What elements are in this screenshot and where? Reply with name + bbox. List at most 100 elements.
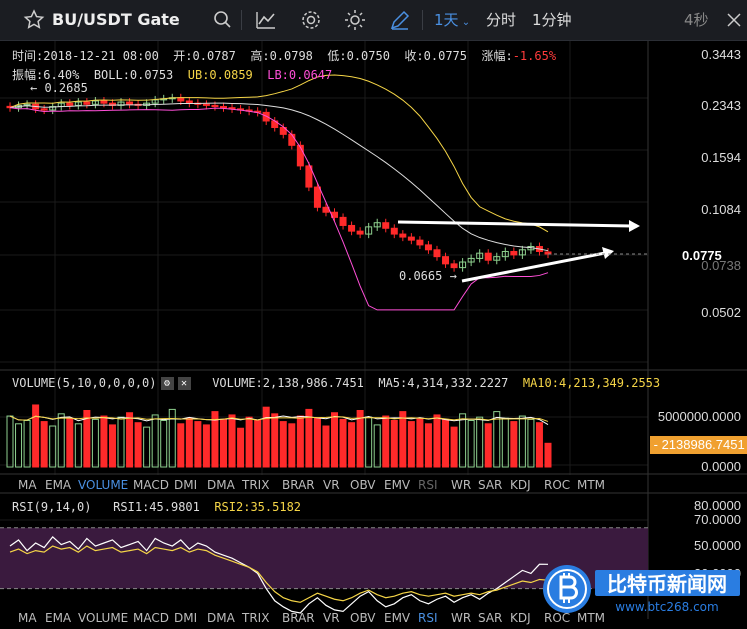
candle-body (373, 222, 381, 228)
close-icon[interactable]: ✕ (177, 377, 191, 390)
indicator-tab-ma[interactable]: MA (18, 611, 37, 625)
volume-bar (305, 408, 313, 468)
indicator-tab-dmi[interactable]: DMI (174, 611, 198, 625)
candle-body (126, 101, 134, 105)
settings-icon[interactable] (299, 8, 323, 32)
volume-bar (202, 424, 210, 468)
candle-body (185, 100, 193, 104)
indicator-tab-sar[interactable]: SAR (478, 611, 503, 625)
indicator-tab-rsi[interactable]: RSI (418, 478, 438, 492)
indicator-tab-trix[interactable]: TRIX (242, 478, 270, 492)
draw-pencil-icon[interactable] (388, 8, 412, 32)
volume-axis-label: 5000000.0000 (657, 409, 741, 424)
indicator-tab-kdj[interactable]: KDJ (510, 478, 531, 492)
volume-bar (476, 416, 484, 468)
volume-bar (467, 419, 475, 468)
candle-body (288, 133, 296, 146)
refresh-interval[interactable]: 4秒 (684, 11, 709, 29)
indicator-tab-sar[interactable]: SAR (478, 478, 503, 492)
star-icon[interactable] (22, 8, 46, 32)
indicator-tab-trix[interactable]: TRIX (242, 611, 270, 625)
indicator-tab-macd[interactable]: MACD (133, 478, 169, 492)
indicator-tab-wr[interactable]: WR (451, 478, 472, 492)
candle-body (459, 261, 467, 269)
candle-body (442, 256, 450, 265)
indicator-tab-brar[interactable]: BRAR (282, 478, 315, 492)
volume-current-tag: - 2138986.7451 (650, 436, 747, 454)
candle-body (365, 226, 373, 235)
indicator-tab-vr[interactable]: VR (323, 611, 340, 625)
volume-bar (313, 417, 321, 468)
candle-body (424, 244, 432, 251)
volume-bar (339, 418, 347, 468)
trend-arrow (461, 251, 606, 283)
volume-bar (126, 412, 134, 468)
candle-body (382, 222, 390, 229)
volume-bar (177, 423, 185, 468)
indicator-tab-obv[interactable]: OBV (350, 478, 376, 492)
indicator-tab-dma[interactable]: DMA (207, 478, 235, 492)
volume-bar (424, 423, 432, 468)
indicator-tab-dma[interactable]: DMA (207, 611, 235, 625)
volume-bar (262, 406, 270, 468)
indicator-tab-emv[interactable]: EMV (384, 478, 411, 492)
indicator-tab-kdj[interactable]: KDJ (510, 611, 531, 625)
indicator-tab-mtm[interactable]: MTM (577, 478, 606, 492)
svg-text:比特币新闻网: 比特币新闻网 (607, 572, 727, 596)
candle-body (467, 257, 475, 263)
gear-icon[interactable]: ⚙ (160, 377, 174, 390)
indicator-tab-brar[interactable]: BRAR (282, 611, 315, 625)
low-marker: 0.0665 → (399, 269, 457, 283)
candle-body (518, 249, 526, 256)
candle-body (83, 101, 91, 105)
search-icon[interactable] (211, 8, 235, 32)
indicator-tab-volume[interactable]: VOLUME (78, 611, 129, 625)
volume-bar (407, 421, 415, 468)
top-bar: BU/USDT Gate 1天 ⌄ 分时 1分钟 4秒 (0, 0, 747, 41)
volume-bar (365, 416, 373, 468)
volume-bar (484, 423, 492, 468)
indicator-tab-volume[interactable]: VOLUME (78, 478, 129, 492)
indicator-tab-rsi[interactable]: RSI (418, 611, 438, 625)
theme-icon[interactable] (343, 8, 367, 32)
volume-bar (322, 425, 330, 468)
volume-bar (501, 417, 509, 468)
volume-bar (6, 415, 14, 468)
indicator-tab-macd[interactable]: MACD (133, 611, 169, 625)
volume-bar (493, 411, 501, 468)
high-marker: ← 0.2685 (30, 81, 88, 95)
arrow-head (629, 220, 640, 232)
interval-1d[interactable]: 1天 ⌄ (434, 11, 471, 29)
close-icon[interactable] (722, 8, 746, 32)
indicator-tab-ma[interactable]: MA (18, 478, 37, 492)
volume-bar (535, 422, 543, 468)
indicator-tab-ema[interactable]: EMA (45, 478, 72, 492)
volume-bar (185, 417, 193, 468)
volume-bar (237, 427, 245, 468)
candle-body (91, 100, 99, 105)
indicator-tabs: MA EMA VOLUME MACD DMI DMA TRIX BRAR VR OBV EMV RSI… (0, 478, 640, 496)
indicator-tab-vr[interactable]: VR (323, 478, 340, 492)
volume-bar (74, 423, 82, 468)
candle-body (305, 165, 313, 188)
indicator-tab-obv[interactable]: OBV (350, 611, 376, 625)
volume-bar (527, 418, 535, 468)
indicator-tab-ema[interactable]: EMA (45, 611, 72, 625)
candle-body (313, 186, 321, 208)
volume-bar (160, 419, 168, 468)
candle-body (219, 106, 227, 109)
indicator-tab-roc[interactable]: ROC (544, 478, 571, 492)
interval-timeline[interactable]: 分时 (486, 11, 517, 29)
volume-bar (279, 421, 287, 468)
indicator-icon[interactable] (254, 8, 278, 32)
volume-bar (271, 413, 279, 468)
price-axis-label: 0.0738 (701, 258, 741, 273)
interval-1min[interactable]: 1分钟 (532, 11, 572, 29)
volume-bar (510, 421, 518, 468)
kline-chart[interactable] (0, 41, 747, 619)
indicator-tab-dmi[interactable]: DMI (174, 478, 198, 492)
indicator-tab-wr[interactable]: WR (451, 611, 472, 625)
rsi-axis-label: 70.0000 (694, 512, 741, 527)
indicator-tab-emv[interactable]: EMV (384, 611, 411, 625)
candle-body (211, 104, 219, 108)
